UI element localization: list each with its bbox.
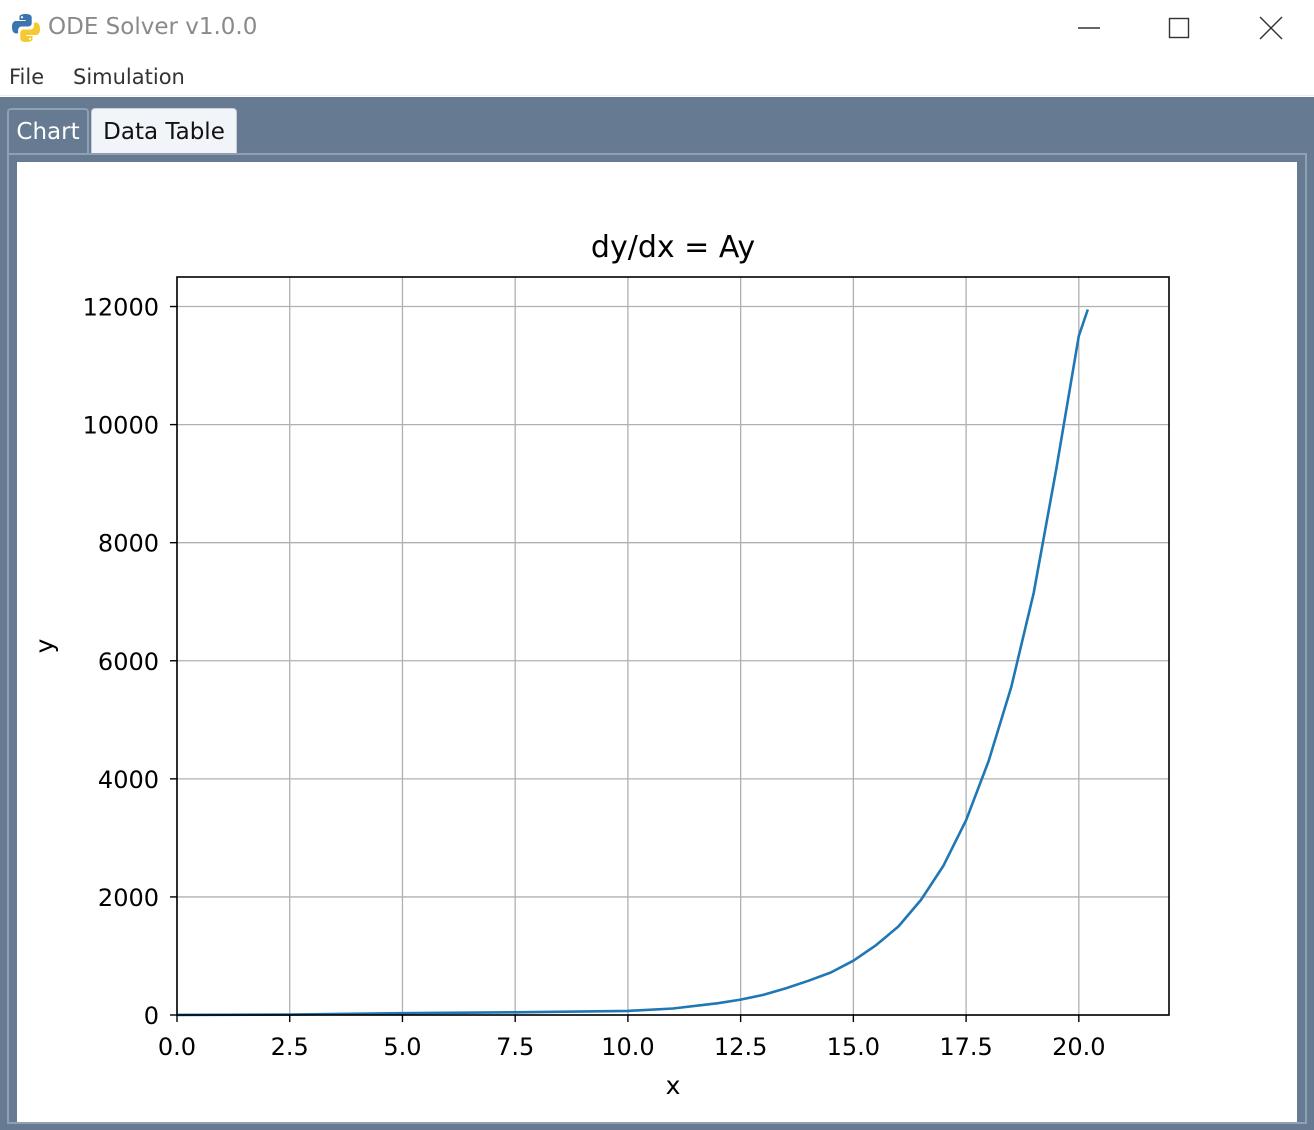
y-tick-label: 0 [144,1002,159,1030]
minimize-icon [1078,27,1100,29]
x-tick-label: 20.0 [1052,1033,1105,1061]
x-tick-label: 10.0 [601,1033,654,1061]
close-button[interactable] [1226,0,1314,56]
close-icon [1259,16,1283,40]
y-tick-label: 8000 [98,530,159,558]
x-tick-label: 2.5 [271,1033,309,1061]
series-line [176,309,1090,1017]
python-icon [12,14,40,42]
window-title: ODE Solver v1.0.0 [48,14,258,40]
x-tick-label: 0.0 [158,1033,196,1061]
x-tick-label: 5.0 [383,1033,421,1061]
y-tick-label: 4000 [98,766,159,794]
menu-file[interactable]: File [9,65,45,89]
chart-title: dy/dx = Ay [591,230,755,265]
menu-bar: File Simulation [0,56,1314,96]
tab-chart[interactable]: Chart [7,108,89,154]
x-tick-label: 7.5 [496,1033,534,1061]
maximize-icon [1168,17,1190,39]
chart-figure: 0.0 2.5 5.0 7.5 10.0 12.5 15.0 17.5 20.0 0 2000 400… [17,162,1297,1122]
maximize-button[interactable] [1134,0,1224,56]
x-tick-label: 12.5 [714,1033,767,1061]
x-tick-label: 15.0 [827,1033,880,1061]
tab-container: Chart Data Table 0.0 2.5 5.0 7.5 10.0 12.5 15.… [0,97,1314,1130]
x-axis-label: x [666,1071,681,1100]
x-tick-label: 17.5 [939,1033,992,1061]
y-axis-label: y [30,638,59,653]
y-tick-label: 6000 [98,648,159,676]
minimize-button[interactable] [1044,0,1134,56]
y-tick-label: 12000 [83,294,159,322]
chart-panel: 0.0 2.5 5.0 7.5 10.0 12.5 15.0 17.5 20.0 0 2000 400… [7,153,1307,1124]
line-chart: 0.0 2.5 5.0 7.5 10.0 12.5 15.0 17.5 20.0 0 2000 400… [30,230,1170,1100]
tab-data-table[interactable]: Data Table [91,108,237,154]
menu-simulation[interactable]: Simulation [73,65,185,89]
y-tick-label: 10000 [83,412,159,440]
y-tick-label: 2000 [98,884,159,912]
title-bar[interactable]: ODE Solver v1.0.0 [0,0,1314,56]
plot-frame [176,276,1170,1016]
